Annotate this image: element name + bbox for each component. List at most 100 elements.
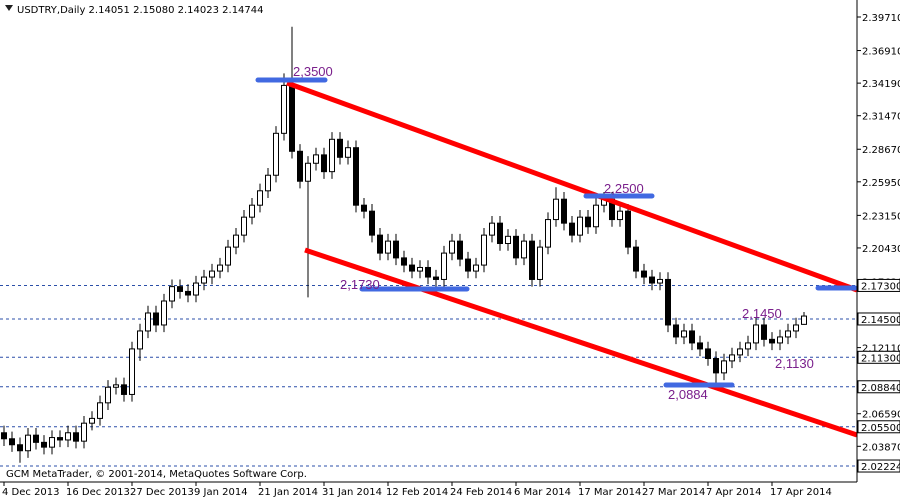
- candle-body: [705, 348, 711, 360]
- candle-body: [185, 290, 191, 296]
- x-tick-label: 16 Dec 2013: [66, 487, 130, 498]
- candle-body: [97, 402, 103, 419]
- candle-body: [33, 434, 39, 443]
- candle-body: [753, 324, 759, 344]
- candle-body: [449, 240, 455, 254]
- candle-body: [265, 174, 271, 192]
- candle-body: [177, 286, 183, 292]
- candle-body: [153, 312, 159, 326]
- level-label: 2.11300: [861, 353, 900, 364]
- candle-body: [417, 266, 423, 272]
- x-tick-label: 17 Apr 2014: [770, 487, 832, 498]
- candle-body: [545, 219, 551, 248]
- candle-body: [385, 240, 391, 254]
- y-tick-label: 2.28670: [862, 145, 900, 156]
- trendlines: [255, 77, 858, 438]
- candle-body: [433, 276, 439, 280]
- candle-body: [121, 384, 127, 395]
- candle-body: [441, 252, 447, 280]
- level-label: 2.08840: [861, 383, 900, 394]
- candle-body: [473, 264, 479, 272]
- candle-body: [169, 286, 175, 302]
- y-tick-label: 2.12110: [862, 344, 900, 355]
- candle-body: [505, 235, 511, 245]
- candle-body: [785, 330, 791, 338]
- candle-body: [49, 437, 55, 448]
- y-tick-label: 2.06590: [862, 410, 900, 421]
- x-tick-label: 21 Jan 2014: [258, 487, 318, 498]
- candle-body: [577, 216, 583, 236]
- candle-body: [537, 246, 543, 280]
- candle-body: [641, 270, 647, 278]
- x-tick-label: 6 Mar 2014: [514, 487, 571, 498]
- candle-body: [729, 354, 735, 362]
- candle-body: [529, 240, 535, 280]
- candle-body: [673, 324, 679, 338]
- level-label-box: [857, 420, 900, 434]
- candle-body: [81, 422, 87, 442]
- y-tick-label: 2.23150: [862, 211, 900, 222]
- level-label-box: [857, 350, 900, 364]
- candle-body: [721, 360, 727, 374]
- candle-body: [249, 204, 255, 218]
- x-tick-label: 4 Dec 2013: [2, 487, 60, 498]
- candle-body: [585, 216, 591, 228]
- candle-body: [481, 234, 487, 266]
- candle-body: [689, 330, 695, 344]
- candle-body: [393, 240, 399, 259]
- candle-body: [625, 210, 631, 248]
- chart-title: USDTRY,Daily 2.14051 2.15080 2.14023 2.1…: [17, 5, 264, 16]
- candle-body: [313, 154, 319, 164]
- candle-body: [257, 190, 263, 206]
- upper-channel: [286, 80, 858, 293]
- candle-body: [305, 162, 311, 182]
- candle-body: [9, 438, 15, 446]
- candle-body: [793, 324, 799, 332]
- level-label-box: [857, 312, 900, 326]
- candle-body: [657, 278, 663, 284]
- candle-body: [241, 216, 247, 236]
- candle-body: [553, 198, 559, 221]
- candle-body: [161, 300, 167, 326]
- candles: [1, 26, 807, 463]
- level-label-box: [857, 278, 900, 292]
- candle-body: [1, 432, 7, 440]
- candle-body: [361, 204, 367, 212]
- level-label: 2.17300: [861, 281, 900, 292]
- candle-body: [57, 437, 63, 441]
- candle-body: [633, 246, 639, 272]
- level-label-box: [857, 380, 900, 394]
- candle-body: [497, 222, 503, 245]
- annotation: 2,1130: [775, 356, 814, 371]
- x-tick-label: 27 Dec 2013: [130, 487, 194, 498]
- candle-body: [201, 276, 207, 284]
- annotation: 2,0884: [668, 387, 708, 402]
- candle-body: [225, 246, 231, 266]
- candle-body: [217, 264, 223, 272]
- candle-body: [273, 132, 279, 176]
- candle-body: [409, 264, 415, 272]
- x-tick-label: 17 Mar 2014: [578, 487, 641, 498]
- menu-icon[interactable]: [5, 5, 13, 11]
- candle-body: [329, 138, 335, 173]
- candle-body: [777, 336, 783, 344]
- level-label-box: [857, 459, 900, 473]
- annotation: 2,1450: [742, 306, 782, 321]
- candle-body: [457, 240, 463, 260]
- level-label: 2.02224: [861, 462, 900, 473]
- candle-body: [617, 210, 623, 221]
- y-tick-label: 2.25950: [862, 178, 900, 189]
- x-tick-label: 9 Jan 2014: [194, 487, 248, 498]
- candle-body: [345, 147, 351, 158]
- candle-body: [89, 417, 95, 424]
- candle-body: [105, 386, 111, 404]
- candle-body: [425, 266, 431, 278]
- candle-body: [513, 235, 519, 259]
- candle-body: [769, 338, 775, 344]
- y-tick-label: 2.36910: [862, 47, 900, 58]
- candle-body: [697, 342, 703, 350]
- candle-body: [681, 330, 687, 338]
- x-tick-label: 24 Feb 2014: [450, 487, 512, 498]
